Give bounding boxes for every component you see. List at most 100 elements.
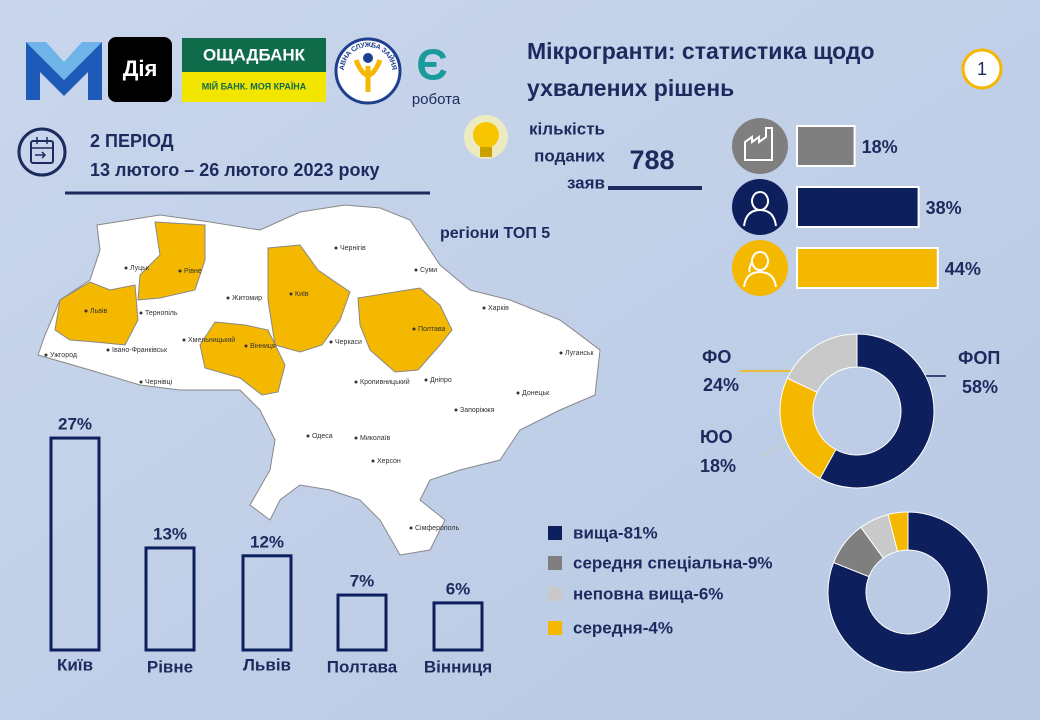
icon-woman-figure: [743, 251, 777, 288]
city-label: Донецьк: [522, 390, 550, 397]
city-label: Запоріжжя: [460, 406, 495, 414]
period-label: 2 ПЕРІОД: [90, 131, 174, 151]
map-region-lviv: [54, 281, 139, 346]
city-label: Вінниця: [250, 342, 276, 350]
legend-swatch: [548, 556, 562, 570]
city-dot: [124, 266, 128, 270]
city-label: Сімферополь: [415, 524, 459, 532]
segment-value: 24%: [703, 375, 739, 395]
city-label: Кропивницький: [360, 378, 410, 386]
calendar-icon: [17, 127, 67, 177]
city-dot: [306, 434, 310, 438]
logo-m: [26, 42, 102, 100]
city-dot: [371, 459, 375, 463]
icon-man: [732, 179, 788, 235]
legend-swatch: [548, 621, 562, 635]
city-label: Херсон: [377, 458, 401, 465]
donut-segment: [786, 333, 858, 393]
city-dot: [414, 268, 418, 272]
segment-label: ЮО: [700, 427, 733, 447]
map-region-rivne: [137, 221, 206, 301]
title: Мікрогранти: статистика щодо: [527, 38, 875, 64]
city-dot: [289, 292, 293, 296]
bar: [432, 601, 484, 652]
city-label: Луцьк: [130, 265, 150, 272]
city-dot: [139, 380, 143, 384]
logo-oschad: [182, 38, 326, 72]
applications-label: поданих: [534, 146, 605, 165]
charts: 18% 38% 44% 27% Київ 13% Рівне 12% Львів 7% Полтав…: [49, 125, 1000, 676]
segment-label: ФОП: [958, 348, 1000, 368]
bar: [796, 247, 939, 289]
applications-value: 788: [629, 145, 674, 175]
city-label: Чернігів: [340, 244, 366, 252]
logo-oschad-slogan-bg: [182, 72, 326, 102]
page-badge: [961, 48, 1003, 90]
applications-label: заяв: [567, 173, 605, 192]
segment-value: 58%: [962, 377, 998, 397]
logo-employment-head: [363, 53, 373, 63]
bar: [241, 554, 293, 652]
legend-label: неповна вища-6%: [573, 584, 723, 603]
logo-diia: [108, 37, 172, 102]
logo-diia-text: Дія: [123, 56, 158, 81]
lightbulb-icon: [464, 115, 508, 159]
city-dot: [44, 353, 48, 357]
city-label: Івано-Франківськ: [112, 346, 168, 354]
donut-segment: [819, 333, 935, 489]
city-dot: [244, 344, 248, 348]
bar: [144, 546, 196, 652]
icon-factory: [744, 127, 773, 161]
value-label: 27%: [58, 415, 92, 434]
value-label: 18%: [862, 137, 898, 157]
city-dot: [354, 380, 358, 384]
value-label: 13%: [153, 524, 187, 543]
value-label: 6%: [446, 579, 471, 598]
city-dot: [354, 436, 358, 440]
map-title: регіони ТОП 5: [440, 225, 550, 242]
logo-robota: робота: [412, 91, 461, 108]
bar: [336, 593, 388, 652]
city-label: Черкаси: [335, 339, 362, 346]
segment-label: ФО: [702, 347, 731, 367]
city-dot: [412, 327, 416, 331]
city-label: Суми: [420, 267, 437, 274]
bar: [796, 186, 920, 228]
legend-swatch: [548, 526, 562, 540]
city-dot: [482, 306, 486, 310]
legend-label: середня спеціальна-9%: [573, 553, 772, 572]
icon-legal-entity: [732, 118, 788, 174]
value-label: 12%: [250, 532, 284, 551]
city-dot: [516, 391, 520, 395]
segment-value: 18%: [700, 456, 736, 476]
city-label: Рівне: [184, 267, 202, 275]
logo-ye: Є: [416, 41, 447, 90]
city-label: Одеса: [312, 433, 333, 440]
title: ухвалених рішень: [527, 75, 734, 101]
city-label: Житомир: [232, 295, 262, 302]
category-label: Рівне: [147, 657, 193, 676]
icon-man-figure: [743, 191, 777, 227]
city-label: Тернопіль: [145, 309, 178, 317]
city-label: Миколаїв: [360, 435, 391, 442]
city-dot: [106, 348, 110, 352]
period-dates: 13 лютого – 26 лютого 2023 року: [90, 160, 380, 180]
city-label: Київ: [295, 291, 309, 298]
category-label: Київ: [57, 655, 93, 674]
donut-segment: [827, 511, 989, 673]
city-dot: [178, 269, 182, 273]
category-label: Полтава: [327, 657, 398, 676]
city-dot: [226, 296, 230, 300]
city-label: Ужгород: [50, 352, 77, 359]
map-region-poltava: [357, 287, 453, 373]
page-number: 1: [977, 59, 987, 79]
city-label: Луганськ: [565, 350, 594, 357]
city-dot: [182, 338, 186, 342]
calendar-icon-body: [30, 140, 54, 164]
ukraine-map: Луцьк Рівне Житомир Київ Чернігів Суми Харків П…: [37, 204, 601, 556]
donut-segment: [887, 511, 909, 552]
value-label: 7%: [350, 572, 375, 591]
category-label: Вінниця: [424, 657, 492, 676]
city-label: Дніпро: [430, 376, 452, 384]
